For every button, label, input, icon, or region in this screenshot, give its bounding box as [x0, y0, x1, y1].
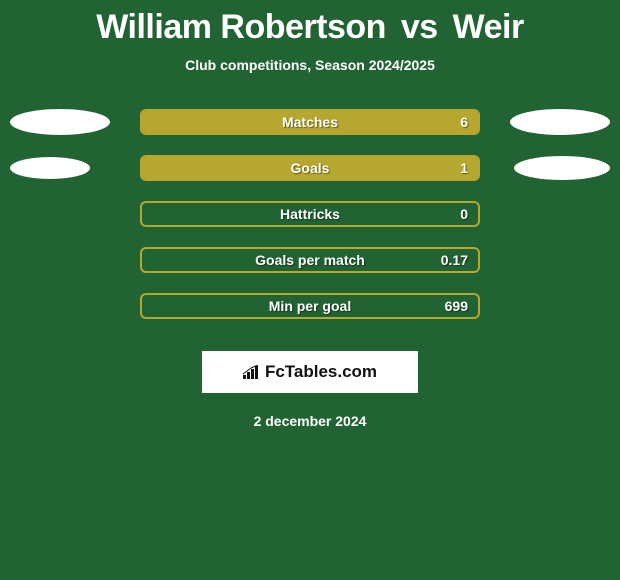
stat-bar-fill [142, 111, 478, 133]
stat-label: Goals per match [142, 252, 478, 268]
stat-bar: Matches6 [140, 109, 480, 135]
stat-bar: Goals per match0.17 [140, 247, 480, 273]
title-player1: William Robertson [96, 8, 386, 46]
stat-row: Matches6 [0, 109, 620, 135]
stat-label: Min per goal [142, 298, 478, 314]
stat-row: Min per goal699 [0, 293, 620, 319]
date-text: 2 december 2024 [0, 413, 620, 429]
stat-row: Hattricks0 [0, 201, 620, 227]
ellipse-left [10, 157, 90, 179]
stat-value: 0 [460, 206, 468, 222]
ellipse-right [510, 109, 610, 135]
stat-value: 0.17 [441, 252, 468, 268]
title-vs: vs [401, 8, 438, 46]
stat-bar: Goals1 [140, 155, 480, 181]
ellipse-right [514, 156, 610, 180]
stat-bar: Hattricks0 [140, 201, 480, 227]
page-title: William Robertson vs Weir [0, 0, 620, 47]
stat-bar-fill [142, 157, 478, 179]
ellipse-left [10, 109, 110, 135]
subtitle: Club competitions, Season 2024/2025 [0, 57, 620, 73]
stat-label: Hattricks [142, 206, 478, 222]
stat-value: 699 [445, 298, 468, 314]
stat-bar: Min per goal699 [140, 293, 480, 319]
stat-row: Goals1 [0, 155, 620, 181]
stat-rows: Matches6Goals1Hattricks0Goals per match0… [0, 109, 620, 319]
title-player2: Weir [453, 8, 524, 46]
brand-text: FcTables.com [265, 362, 377, 382]
stat-row: Goals per match0.17 [0, 247, 620, 273]
bar-chart-icon [243, 365, 261, 379]
brand-box: FcTables.com [202, 351, 418, 393]
